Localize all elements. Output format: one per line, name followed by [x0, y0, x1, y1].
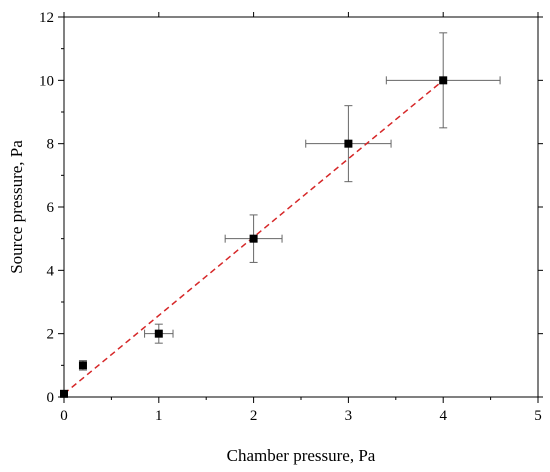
fit-line-group	[63, 79, 444, 395]
plot-frame	[63, 16, 539, 398]
x-tick-label: 1	[155, 408, 163, 424]
y-tick-label: 0	[47, 390, 55, 406]
fit-line	[63, 79, 444, 395]
data-point	[154, 329, 163, 338]
x-tick-label: 3	[345, 408, 353, 424]
x-tick-label: 5	[534, 408, 542, 424]
y-tick-label: 4	[47, 263, 55, 279]
x-tick-label: 2	[250, 408, 258, 424]
y-tick-label: 10	[39, 73, 54, 89]
y-tick-label: 6	[47, 200, 55, 216]
x-tick-label: 0	[60, 408, 68, 424]
data-point	[78, 361, 87, 370]
error-bars	[78, 32, 501, 371]
y-tick-label: 2	[47, 327, 55, 343]
x-tick-label: 4	[439, 408, 447, 424]
data-point	[439, 76, 448, 85]
x-axis-title: Chamber pressure, Pa	[227, 446, 376, 465]
y-tick-label: 8	[47, 137, 55, 153]
data-point	[249, 234, 258, 243]
data-point	[344, 139, 353, 148]
y-tick-label: 12	[39, 10, 54, 26]
y-axis-title: Source pressure, Pa	[7, 140, 26, 274]
